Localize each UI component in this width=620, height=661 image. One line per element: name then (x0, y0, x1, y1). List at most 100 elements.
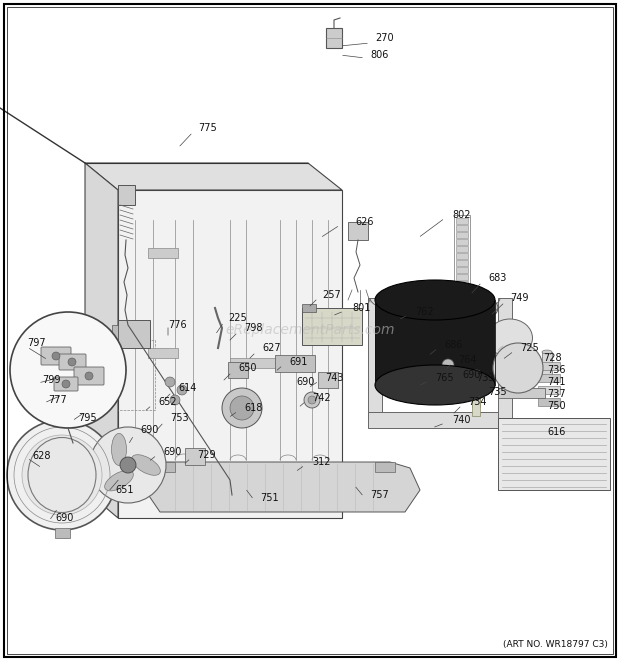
Text: 627: 627 (262, 343, 281, 353)
Circle shape (442, 359, 454, 371)
Text: 650: 650 (238, 363, 257, 373)
Polygon shape (145, 462, 420, 512)
Ellipse shape (112, 434, 126, 465)
Text: 312: 312 (312, 457, 330, 467)
Text: 735: 735 (488, 387, 507, 397)
Text: 795: 795 (78, 413, 97, 423)
Polygon shape (118, 320, 150, 348)
Polygon shape (85, 163, 342, 190)
Polygon shape (436, 342, 440, 358)
Polygon shape (275, 355, 315, 372)
Ellipse shape (482, 300, 498, 316)
Text: 616: 616 (547, 427, 565, 437)
Ellipse shape (487, 319, 533, 357)
Polygon shape (460, 342, 464, 358)
Polygon shape (498, 298, 512, 418)
Text: eReplacementParts.com: eReplacementParts.com (225, 323, 395, 337)
Text: 749: 749 (510, 293, 528, 303)
Polygon shape (456, 218, 468, 224)
Polygon shape (456, 225, 468, 231)
Circle shape (62, 380, 70, 388)
Circle shape (230, 396, 254, 420)
Polygon shape (538, 362, 560, 370)
Text: 691: 691 (289, 357, 308, 367)
Text: 270: 270 (375, 33, 394, 43)
Polygon shape (456, 232, 468, 238)
Ellipse shape (375, 365, 495, 405)
Polygon shape (498, 388, 545, 398)
Polygon shape (456, 239, 468, 245)
Circle shape (90, 427, 166, 503)
Polygon shape (472, 398, 480, 416)
Text: 797: 797 (27, 338, 46, 348)
Text: 686: 686 (444, 340, 463, 350)
FancyBboxPatch shape (59, 354, 86, 370)
Polygon shape (456, 246, 468, 252)
Text: 802: 802 (452, 210, 471, 220)
Polygon shape (348, 222, 368, 240)
Ellipse shape (375, 280, 495, 320)
Polygon shape (538, 374, 560, 382)
Circle shape (222, 388, 262, 428)
Text: 225: 225 (228, 313, 247, 323)
Ellipse shape (105, 470, 133, 491)
Text: 801: 801 (352, 303, 370, 313)
Text: 626: 626 (355, 217, 373, 227)
Text: 775: 775 (198, 123, 217, 133)
Text: 729: 729 (197, 450, 216, 460)
Circle shape (433, 373, 443, 383)
Polygon shape (302, 304, 316, 312)
Text: 777: 777 (48, 395, 67, 405)
Circle shape (68, 358, 76, 366)
Text: 762: 762 (415, 307, 433, 317)
Circle shape (308, 396, 316, 404)
Text: 764: 764 (458, 355, 477, 365)
Ellipse shape (542, 350, 552, 354)
Ellipse shape (472, 370, 480, 374)
Text: 753: 753 (170, 413, 188, 423)
Polygon shape (456, 267, 468, 273)
Polygon shape (112, 325, 118, 340)
Polygon shape (148, 348, 178, 358)
Text: 690: 690 (140, 425, 158, 435)
Text: 628: 628 (32, 451, 50, 461)
Polygon shape (318, 372, 338, 388)
Text: 652: 652 (158, 397, 177, 407)
Polygon shape (118, 185, 135, 205)
Polygon shape (118, 190, 342, 518)
Circle shape (120, 457, 136, 473)
Polygon shape (456, 253, 468, 259)
Polygon shape (472, 372, 480, 400)
Text: 614: 614 (178, 383, 197, 393)
Ellipse shape (131, 455, 161, 475)
Text: 757: 757 (370, 490, 389, 500)
Text: 257: 257 (322, 290, 341, 300)
Polygon shape (456, 288, 468, 294)
Polygon shape (456, 295, 468, 301)
Circle shape (170, 395, 180, 405)
Text: 690: 690 (55, 513, 73, 523)
Circle shape (304, 392, 320, 408)
Circle shape (165, 377, 175, 387)
Ellipse shape (472, 396, 480, 400)
Circle shape (85, 372, 93, 380)
Polygon shape (302, 308, 362, 345)
Polygon shape (55, 528, 70, 538)
Polygon shape (538, 398, 560, 406)
Polygon shape (375, 300, 495, 385)
Ellipse shape (472, 383, 480, 387)
FancyBboxPatch shape (74, 367, 104, 385)
Text: 737: 737 (547, 389, 565, 399)
Polygon shape (442, 342, 446, 358)
Polygon shape (538, 386, 560, 394)
Text: 736: 736 (547, 365, 565, 375)
Text: 618: 618 (244, 403, 262, 413)
Polygon shape (430, 342, 434, 358)
Text: 742: 742 (312, 393, 330, 403)
Text: 683: 683 (488, 273, 507, 283)
Text: 765: 765 (435, 373, 454, 383)
Text: 776: 776 (168, 320, 187, 330)
Text: 728: 728 (543, 353, 562, 363)
Polygon shape (456, 274, 468, 280)
Polygon shape (448, 342, 452, 358)
